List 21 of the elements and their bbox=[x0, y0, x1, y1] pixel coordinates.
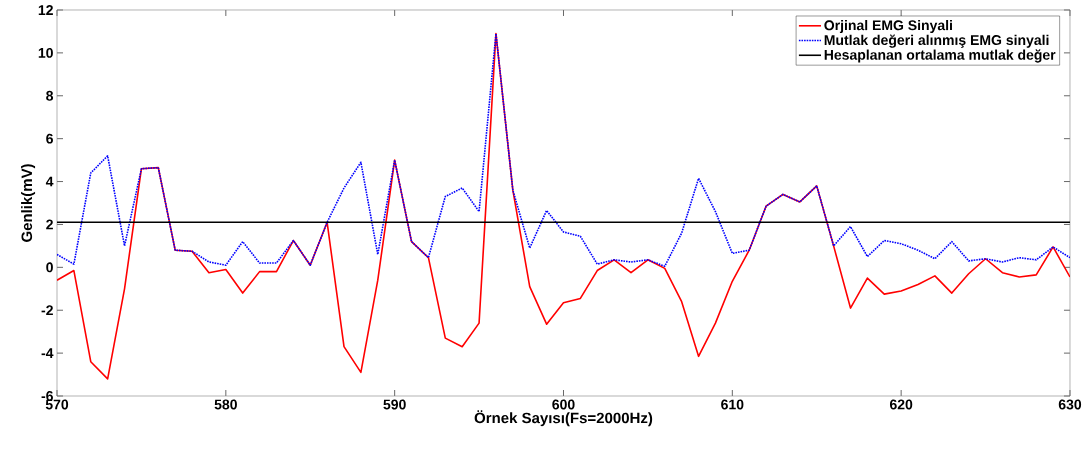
x-axis-title: Örnek Sayısı(Fs=2000Hz) bbox=[474, 410, 653, 427]
x-tick-label: 610 bbox=[721, 399, 744, 410]
y-axis-title: Genlik(mV) bbox=[21, 164, 36, 242]
y-tick-label: 6 bbox=[46, 133, 53, 144]
legend-label: Orjinal EMG Sinyali bbox=[824, 19, 952, 34]
y-tick-label: 10 bbox=[38, 47, 53, 58]
y-tick-label: 0 bbox=[46, 262, 53, 273]
y-tick-label: 8 bbox=[46, 90, 54, 101]
y-tick-label: 4 bbox=[45, 176, 54, 187]
y-tick-label: 2 bbox=[46, 219, 53, 230]
x-tick-label: 570 bbox=[45, 399, 69, 410]
y-tick-label: -4 bbox=[41, 348, 54, 358]
legend-label: Mutlak değeri alınmış EMG sinyali bbox=[824, 34, 1049, 48]
legend-label: Hesaplanan ortalama mutlak değer bbox=[824, 49, 1056, 63]
x-tick-label: 600 bbox=[552, 399, 575, 410]
y-tick-label: -2 bbox=[41, 305, 53, 316]
y-tick-label: 12 bbox=[38, 5, 53, 15]
x-tick-label: 620 bbox=[889, 399, 913, 410]
x-tick-label: 630 bbox=[1058, 399, 1082, 410]
x-tick-label: 580 bbox=[214, 399, 237, 410]
x-tick-label: 590 bbox=[383, 399, 406, 410]
